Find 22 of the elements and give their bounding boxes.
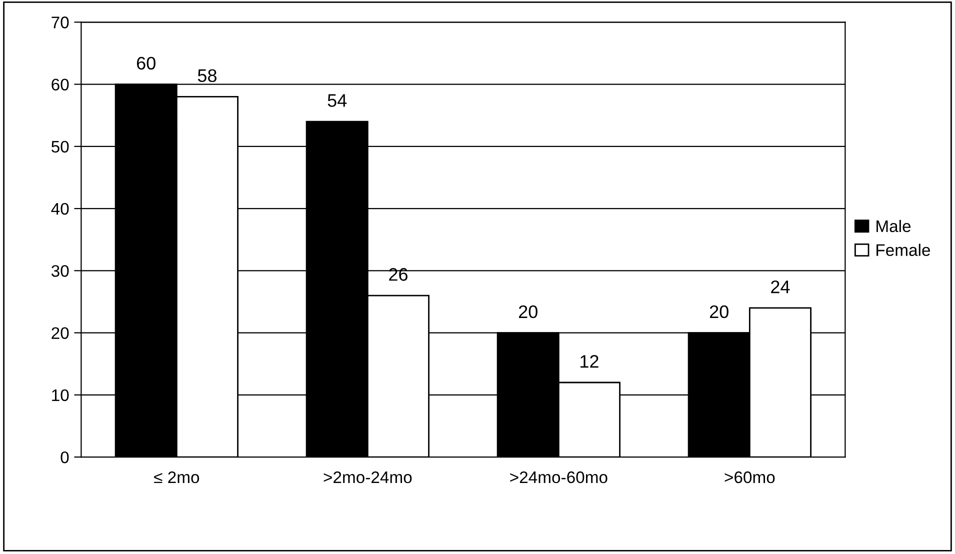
- data-label: 20: [518, 305, 538, 318]
- data-label: 20: [710, 305, 728, 318]
- x-tick-label: >60mo: [724, 471, 775, 484]
- data-label: 54: [328, 94, 347, 107]
- data-label: 24: [771, 280, 790, 294]
- y-tick-label: 20: [52, 327, 69, 339]
- legend-label: Male: [876, 220, 911, 232]
- y-tick-label: 30: [51, 265, 69, 277]
- data-label: 12: [580, 355, 598, 368]
- y-tick-label: 60: [52, 78, 69, 90]
- y-tick-label: 50: [52, 140, 69, 153]
- data-label: 58: [198, 69, 216, 82]
- x-tick-label: >24mo-60mo: [510, 471, 608, 484]
- y-tick-label: 10: [52, 389, 69, 402]
- data-label: 26: [389, 268, 408, 281]
- y-tick-label: 70: [52, 16, 69, 28]
- x-tick-label: ≤ 2mo: [154, 471, 200, 484]
- x-tick-label: >2mo-24mo: [324, 471, 412, 484]
- legend-label: Female: [876, 244, 930, 256]
- y-tick-label: 0: [60, 451, 69, 464]
- y-tick-label: 40: [51, 202, 69, 215]
- data-label: 60: [136, 56, 156, 70]
